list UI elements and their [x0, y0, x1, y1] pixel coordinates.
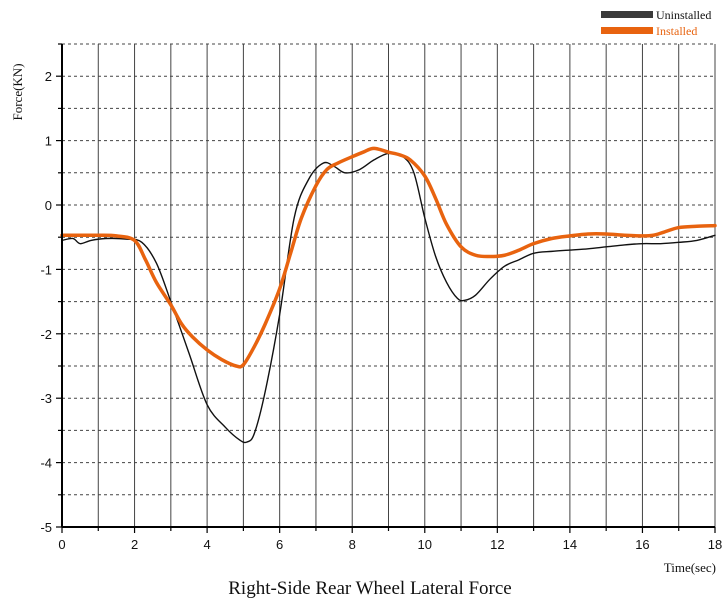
series-line-installed	[60, 146, 717, 369]
x-tick-label: 8	[349, 537, 356, 552]
x-tick-label: 10	[418, 537, 432, 552]
grid-lines	[62, 43, 716, 527]
x-tick-label: 14	[563, 537, 577, 552]
y-tick-label: 0	[45, 198, 52, 213]
x-tick-label: 6	[276, 537, 283, 552]
y-tick-label: -4	[40, 456, 52, 471]
x-tick-label: 0	[58, 537, 65, 552]
legend: Uninstalled Installed	[601, 8, 711, 38]
y-tick-label: 2	[45, 69, 52, 84]
x-tick-label: 16	[635, 537, 649, 552]
x-tick-label: 12	[490, 537, 504, 552]
x-axis-title: Time(sec)	[664, 560, 716, 575]
chart-title: Right-Side Rear Wheel Lateral Force	[228, 578, 512, 599]
y-tick-label: -5	[40, 520, 52, 535]
x-tick-label: 4	[203, 537, 210, 552]
legend-label-installed: Installed	[656, 24, 697, 38]
y-axis-title: Force(KN)	[10, 63, 25, 120]
legend-label-uninstalled: Uninstalled	[656, 8, 711, 22]
x-tick-label: 18	[708, 537, 722, 552]
legend-swatch-uninstalled	[601, 11, 653, 18]
y-tick-label: -3	[40, 391, 52, 406]
y-tick-label: -2	[40, 327, 52, 342]
series-line-uninstalled	[61, 152, 716, 444]
y-tick-label: -1	[40, 262, 52, 277]
legend-swatch-installed	[601, 27, 653, 34]
y-tick-label: 1	[45, 134, 52, 149]
x-tick-label: 2	[131, 537, 138, 552]
axes	[56, 43, 716, 533]
series-lines	[60, 146, 717, 444]
